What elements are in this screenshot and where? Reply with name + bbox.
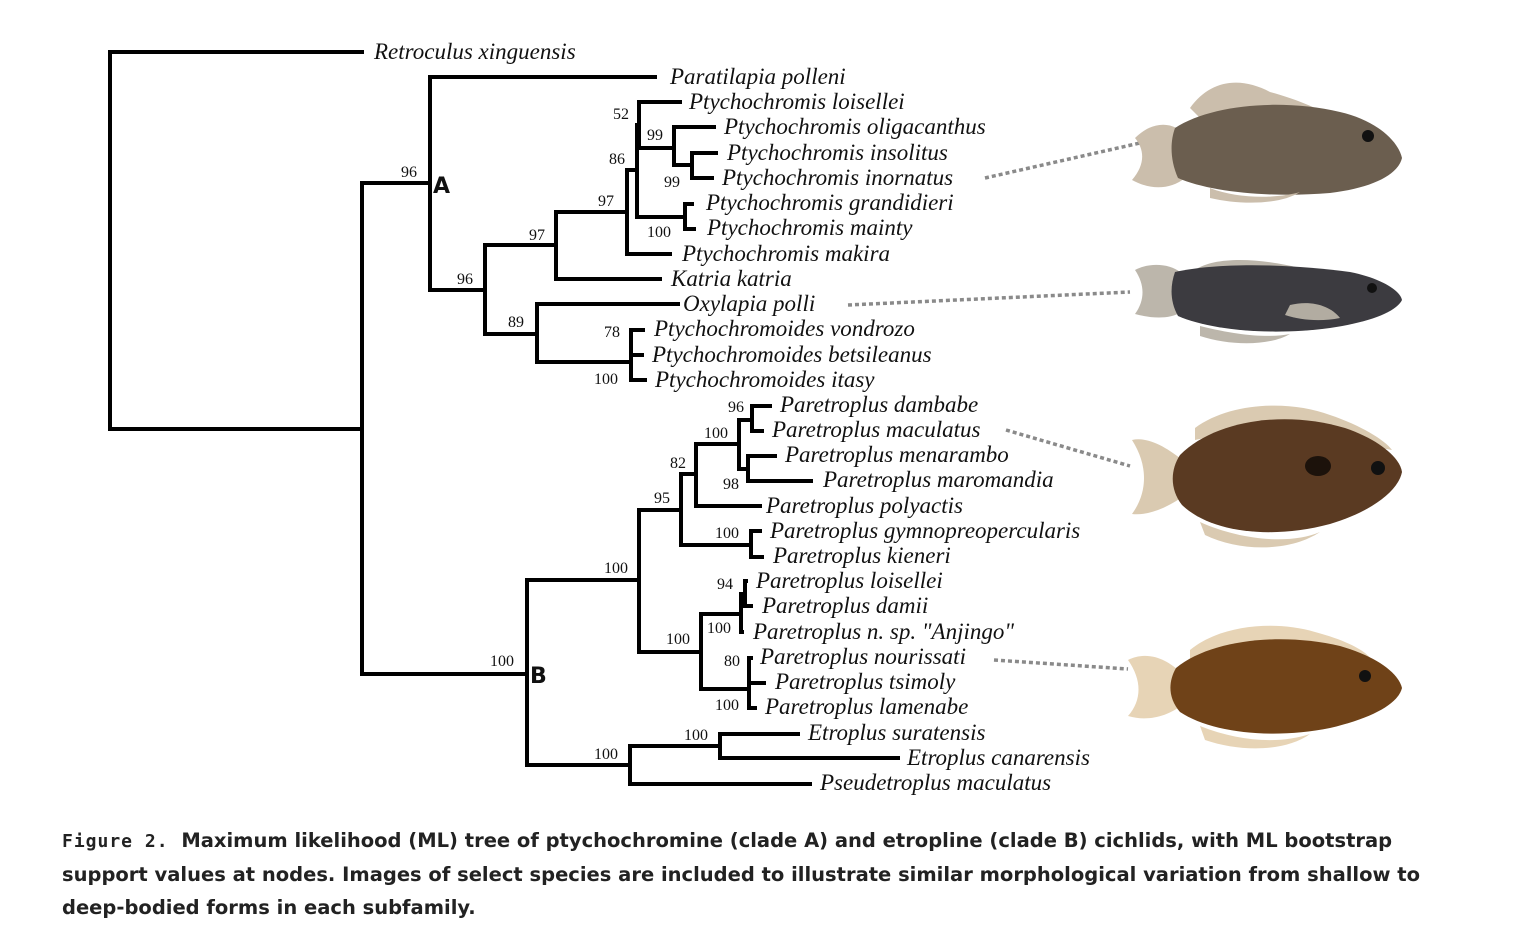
- fish-photo-paretroplus-nourissati: [1128, 625, 1402, 749]
- taxon-label: Oxylapia polli: [683, 291, 815, 316]
- figure-label: Figure 2.: [62, 831, 169, 852]
- taxon-label: Etroplus canarensis: [906, 745, 1090, 770]
- support-value: 99: [664, 174, 680, 191]
- taxon-label: Ptychochromoides vondrozo: [653, 316, 915, 341]
- support-value: 89: [508, 314, 524, 331]
- support-value: 96: [728, 399, 744, 416]
- support-value: 80: [724, 653, 740, 670]
- taxon-label: Paretroplus loisellei: [755, 568, 943, 593]
- taxon-label: Paratilapia polleni: [669, 64, 846, 89]
- taxon-label: Paretroplus damii: [761, 593, 928, 618]
- fish-photo-paretroplus-maculatus: [1132, 405, 1402, 548]
- taxon-label: Paretroplus menarambo: [784, 442, 1009, 467]
- support-value: 86: [609, 151, 625, 168]
- support-value: 100: [666, 631, 690, 648]
- fish-photos: [1128, 82, 1402, 749]
- support-value: 82: [670, 455, 686, 472]
- taxon-label: Ptychochromis makira: [681, 241, 890, 266]
- taxon-label: Paretroplus tsimoly: [774, 669, 956, 694]
- leader-line: [1005, 428, 1131, 468]
- leader-line: [993, 658, 1129, 671]
- taxon-label: Ptychochromis mainty: [706, 215, 913, 240]
- taxon-label: Paretroplus kieneri: [772, 543, 951, 568]
- support-value: 99: [647, 127, 663, 144]
- taxon-label: Ptychochromis grandidieri: [705, 190, 954, 215]
- taxon-label: Pseudetroplus maculatus: [819, 770, 1051, 795]
- taxon-label: Paretroplus n. sp. "Anjingo": [752, 619, 1014, 644]
- taxon-label: Ptychochromis loisellei: [688, 89, 905, 114]
- support-value: 98: [723, 476, 739, 493]
- support-value: 96: [401, 164, 417, 181]
- taxon-label: Paretroplus maculatus: [771, 417, 981, 442]
- support-value: 78: [604, 324, 620, 341]
- taxon-label: Ptychochromis insolitus: [726, 140, 948, 165]
- support-value: 100: [715, 525, 739, 542]
- support-value: 97: [598, 193, 614, 210]
- fish-photo-ptychochromis-inornatus: [1132, 82, 1402, 203]
- taxon-label: Ptychochromis oligacanthus: [723, 114, 986, 139]
- leader-line: [847, 290, 1131, 307]
- support-value: 100: [490, 653, 514, 670]
- phylogenetic-tree: Retroculus xinguensis Paratilapia pollen…: [108, 39, 1402, 795]
- support-value: 52: [613, 106, 629, 123]
- taxon-label: Paretroplus lamenabe: [764, 694, 968, 719]
- support-value: 95: [654, 490, 670, 507]
- figure-caption: Figure 2. Maximum likelihood (ML) tree o…: [62, 824, 1472, 924]
- support-value: 97: [529, 227, 545, 244]
- leader-line: [984, 141, 1141, 180]
- fish-photo-oxylapia-polli: [1135, 260, 1402, 344]
- taxon-label: Paretroplus maromandia: [822, 467, 1054, 492]
- figure-caption-text: Maximum likelihood (ML) tree of ptychoch…: [62, 829, 1421, 919]
- taxon-label: Ptychochromis inornatus: [721, 165, 953, 190]
- support-value: 100: [647, 224, 671, 241]
- support-value: 100: [684, 727, 708, 744]
- taxon-label: Paretroplus dambabe: [779, 392, 978, 417]
- taxon-label: Retroculus xinguensis: [373, 39, 576, 64]
- support-value: 100: [715, 697, 739, 714]
- support-values: 96 96 97 97 86 52 99 99 100 89 78 100 10…: [401, 106, 744, 763]
- clade-label-b: B: [530, 664, 547, 689]
- support-value: 100: [594, 746, 618, 763]
- tree-branches: [108, 50, 900, 786]
- taxon-label: Ptychochromoides betsileanus: [651, 342, 932, 367]
- support-value: 100: [704, 425, 728, 442]
- taxon-label: Katria katria: [670, 266, 792, 291]
- taxon-label: Etroplus suratensis: [807, 720, 985, 745]
- image-leaders: [847, 141, 1141, 671]
- support-value: 100: [594, 371, 618, 388]
- support-value: 94: [717, 576, 733, 593]
- support-value: 100: [604, 560, 628, 577]
- clade-labels: A B: [433, 174, 547, 689]
- support-value: 100: [707, 620, 731, 637]
- taxon-labels: Retroculus xinguensis Paratilapia pollen…: [373, 39, 1090, 795]
- support-value: 96: [457, 271, 473, 288]
- taxon-label: Ptychochromoides itasy: [654, 367, 875, 392]
- taxon-label: Paretroplus gymnopreopercularis: [769, 518, 1080, 543]
- taxon-label: Paretroplus polyactis: [765, 493, 963, 518]
- clade-label-a: A: [433, 174, 450, 199]
- taxon-label: Paretroplus nourissati: [759, 644, 966, 669]
